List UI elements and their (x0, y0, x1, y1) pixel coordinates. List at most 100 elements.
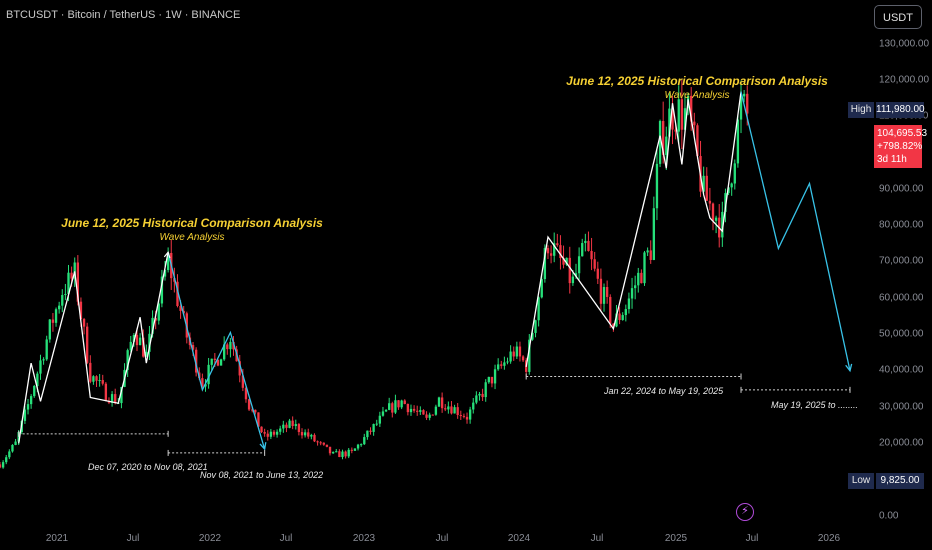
currency-button[interactable]: USDT (874, 5, 922, 29)
candle-body (381, 411, 385, 416)
candle-body (577, 256, 581, 274)
candle-up (294, 419, 297, 430)
symbol-title[interactable]: BTCUSDT · Bitcoin / TetherUS · 1W · BINA… (6, 9, 241, 21)
candle-up (11, 444, 14, 453)
candle-up (160, 269, 164, 308)
wave-line-2021 (18, 252, 169, 444)
candle-body (79, 301, 83, 320)
candle-down (521, 355, 525, 362)
low-label: Low (848, 473, 874, 489)
candle-body (263, 432, 266, 434)
candle-down (194, 347, 198, 377)
wave-2021-arrowhead (163, 251, 171, 259)
candle-body (574, 273, 578, 277)
candle-body (378, 415, 382, 424)
candle-down (89, 355, 92, 384)
candle-up (739, 80, 743, 134)
candle-down (316, 440, 319, 446)
candle-body (521, 356, 525, 361)
candle-up (503, 356, 506, 370)
candle-body (138, 337, 142, 346)
candle-body (500, 364, 503, 366)
last-price-tag: 104,695.53 +798.82% 3d 11h (874, 125, 927, 168)
candle-body (101, 380, 104, 384)
candle-up (282, 420, 285, 433)
high-label: High (848, 102, 874, 118)
candle-body (45, 339, 48, 360)
candle-up (275, 429, 279, 438)
candle-up (646, 247, 649, 257)
candle-down (549, 245, 553, 264)
high-value: 111,980.00 (876, 102, 925, 118)
candle-body (294, 424, 297, 426)
candle-body (229, 341, 232, 350)
candle-down (640, 269, 643, 284)
annotation-2021[interactable]: June 12, 2025 Historical Comparison Anal… (61, 216, 323, 243)
candle-body (307, 432, 310, 437)
range-label[interactable]: May 19, 2025 to ........ (771, 400, 859, 410)
candle-up (730, 182, 733, 196)
candle-down (86, 322, 89, 365)
candle-body (372, 424, 375, 432)
candle-down (254, 409, 257, 415)
candle-body (73, 262, 76, 279)
candle-down (104, 382, 108, 402)
candle-body (462, 415, 466, 417)
candle-body (512, 351, 515, 357)
candle-up (42, 357, 45, 365)
candle-up (388, 397, 391, 411)
candle-body (658, 121, 662, 164)
candle-body (394, 400, 397, 413)
candle-body (518, 346, 522, 357)
candle-up (207, 357, 210, 389)
range-label[interactable]: Nov 08, 2021 to June 13, 2022 (200, 470, 324, 480)
candle-body (456, 407, 459, 416)
candle-up (496, 358, 500, 371)
projection-arrowhead (845, 363, 853, 373)
candle-body (609, 296, 612, 324)
candle-body (325, 444, 329, 447)
candle-body (447, 406, 450, 410)
candle-body (537, 297, 540, 321)
lightning-icon[interactable]: ⚡ (736, 503, 754, 521)
candle-down (708, 187, 712, 211)
candle-body (640, 272, 643, 284)
candle-up (223, 336, 226, 361)
candle-down (556, 233, 559, 247)
candle-up (310, 433, 313, 440)
candle-body (344, 451, 347, 457)
candle-body (129, 341, 132, 351)
candle-up (534, 319, 537, 338)
candle-body (14, 441, 17, 445)
candle-down (599, 268, 603, 311)
candle-down (512, 346, 515, 361)
candle-body (176, 281, 179, 306)
candle-body (251, 409, 254, 411)
candle-down (403, 399, 406, 405)
candle-up (652, 196, 656, 261)
candle-body (472, 402, 475, 410)
candle-body (562, 258, 565, 265)
candle-up (409, 404, 413, 416)
candle-up (553, 232, 556, 263)
candle-body (680, 99, 684, 130)
candle-down (562, 245, 565, 269)
candle-body (406, 403, 410, 413)
candle-down (0, 462, 2, 469)
range-label[interactable]: Dec 07, 2020 to Nov 08, 2021 (88, 462, 208, 472)
candle-body (665, 136, 668, 155)
candle-up (229, 337, 232, 358)
wave-line-2025 (525, 91, 742, 368)
wave-line-2022 (167, 252, 266, 450)
candle-down (590, 237, 593, 271)
candle-up (515, 341, 519, 360)
candle-body (179, 305, 182, 311)
candle-body (440, 397, 444, 409)
candle-body (630, 288, 634, 299)
candle-body (615, 313, 618, 327)
annotation-2025[interactable]: June 12, 2025 Historical Comparison Anal… (566, 74, 828, 101)
candle-body (702, 175, 705, 192)
candle-body (110, 394, 114, 403)
range-label[interactable]: Jan 22, 2024 to May 19, 2025 (604, 386, 724, 396)
